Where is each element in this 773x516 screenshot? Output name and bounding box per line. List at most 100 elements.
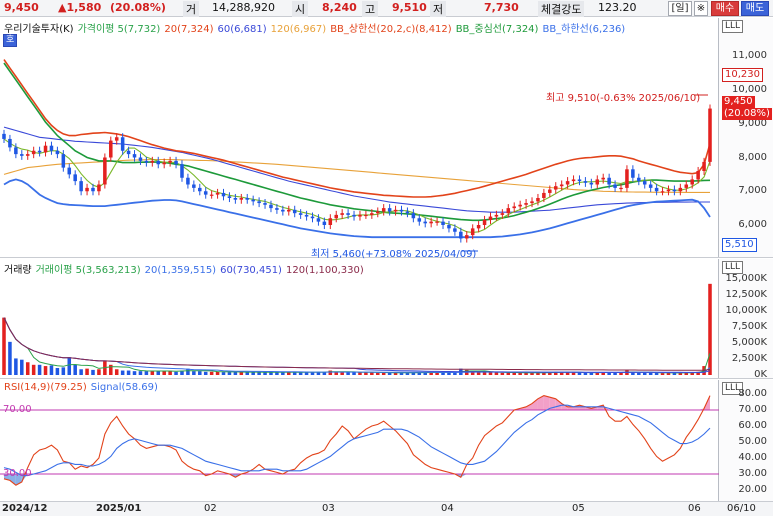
volume-bar — [328, 370, 333, 375]
axis-menu-icon[interactable]: LLL — [722, 20, 744, 33]
volume-legend-item[interactable]: 거래이평 5(3,563,213) — [35, 265, 141, 276]
volume-bar — [637, 372, 641, 375]
volume-bar — [684, 372, 689, 375]
candle-body — [91, 187, 95, 192]
rsi-chart-panel: RSI(14,9)(79.25) Signal(58.69) 70.00 30.0… — [0, 380, 773, 502]
volume-bar — [364, 372, 368, 375]
volume-bar — [209, 371, 214, 375]
candle-body — [375, 211, 380, 214]
volume-bar — [138, 371, 143, 375]
period-day-button[interactable]: [일] — [668, 1, 692, 16]
volume-bar — [536, 372, 540, 375]
rsi-chart-svg — [0, 395, 719, 486]
volume-legend-item[interactable]: 20(1,359,515) — [144, 265, 217, 276]
candle-body — [459, 231, 463, 239]
rsi-legend-item[interactable]: Signal(58.69) — [90, 382, 158, 393]
price-legend-item[interactable]: BB_중심선(7,324) — [455, 24, 539, 35]
rsi-overbought-fill — [555, 398, 562, 410]
candle-body — [221, 192, 226, 197]
volume-legend-item[interactable]: 거래량 — [4, 265, 32, 276]
volume-bar — [126, 370, 131, 375]
volume-bar — [375, 372, 380, 375]
volume-bar — [233, 371, 238, 375]
volume-bar — [577, 372, 582, 375]
volume-tick-label: 12,500K — [725, 289, 767, 301]
volume-bar — [346, 372, 350, 375]
price-legend-item[interactable]: BB_상한선(20,2,c)(8,412) — [330, 24, 452, 35]
candle-body — [494, 214, 499, 217]
volume-legend-item[interactable]: 120(1,100,330) — [285, 265, 364, 276]
candle-body — [500, 213, 505, 215]
volume-legend-item[interactable]: 60(730,451) — [220, 265, 282, 276]
volume-bar — [31, 364, 36, 375]
high-label: 고 — [362, 1, 379, 17]
candle-body — [453, 228, 457, 232]
volume-bar — [654, 372, 659, 375]
price-legend-item[interactable]: 120(6,967) — [270, 24, 327, 35]
volume-bar — [393, 372, 398, 375]
settings-icon[interactable]: ※ — [694, 1, 708, 16]
price-plot-area[interactable]: 우리기술투자(K) 가격이평 5(7,732) 20(7,324) 60(6,681)… — [0, 18, 719, 260]
rsi-plot-area[interactable]: RSI(14,9)(79.25) Signal(58.69) 70.00 30.0… — [0, 380, 719, 501]
candle-body — [162, 162, 166, 165]
volume-bar — [203, 371, 208, 375]
volume-bar — [221, 372, 226, 375]
volume-bar — [476, 372, 481, 375]
time-axis-label: 06 — [688, 503, 701, 514]
candle-body — [530, 201, 534, 204]
volume-bar — [334, 371, 339, 375]
candle-body — [542, 192, 546, 198]
price-legend-item[interactable]: 우리기술투자(K) — [4, 24, 74, 35]
volume-bar — [370, 372, 374, 375]
volume-bar — [14, 358, 18, 375]
volume-plot-area[interactable]: 거래량 거래이평 5(3,563,213) 20(1,359,515) 60(730,… — [0, 259, 719, 378]
candle-body — [304, 214, 309, 217]
price-legend-item[interactable]: 60(6,681) — [217, 24, 267, 35]
volume-bar — [25, 362, 30, 375]
volume-bar — [67, 357, 72, 375]
candle-body — [518, 204, 522, 207]
volume-bar — [660, 373, 665, 375]
strength-value: 123.20 — [598, 1, 637, 14]
volume-bar — [559, 372, 564, 375]
volume-bar — [43, 366, 48, 375]
candle-body — [287, 209, 291, 212]
candle-body — [120, 137, 125, 151]
quote-badge[interactable]: 호 — [3, 34, 18, 47]
rsi-tick-label: 50.00 — [738, 436, 767, 447]
price-legend-item[interactable]: 가격이평 5(7,732) — [77, 24, 161, 35]
volume-bar — [613, 372, 617, 375]
candle-body — [203, 191, 208, 195]
rsi-signal-line — [3, 404, 711, 477]
price-legend-item[interactable]: 20(7,324) — [164, 24, 214, 35]
time-axis-label: 05 — [572, 503, 585, 514]
volume-tick-label: 2,500K — [731, 353, 767, 365]
candle-body — [73, 174, 77, 182]
volume-bar — [269, 371, 273, 375]
volume-axis-menu-icon[interactable]: LLL — [722, 261, 744, 274]
candle-body — [126, 150, 131, 155]
candle-body — [364, 214, 368, 217]
ma5-line — [3, 138, 711, 233]
candle-body — [696, 171, 700, 180]
buy-button[interactable]: 매수 — [711, 1, 739, 16]
volume-ma120-line — [3, 317, 711, 371]
rsi-axis-menu-icon[interactable]: LLL — [722, 382, 744, 395]
sell-button[interactable]: 매도 — [741, 1, 769, 16]
volume-bar — [666, 372, 671, 375]
volume-ma60-line — [3, 317, 711, 373]
price-legend-item[interactable]: BB_하한선(6,236) — [542, 24, 626, 35]
candle-body — [536, 198, 540, 202]
volume-legend: 거래량 거래이평 5(3,563,213) 20(1,359,515) 60(730,… — [4, 261, 368, 276]
volume-bar — [411, 372, 416, 375]
volume-bar — [601, 372, 605, 375]
rsi-tick-label: 20.00 — [738, 484, 767, 495]
candle-body — [482, 219, 487, 225]
candle-body — [49, 145, 54, 151]
rsi-tick-label: 30.00 — [738, 468, 767, 479]
volume-bar — [595, 372, 600, 375]
rsi-legend-item[interactable]: RSI(14,9)(79.25) — [4, 382, 87, 393]
oversold-label: 30.00 — [3, 468, 32, 479]
candle-body — [642, 181, 647, 185]
time-axis-label: 02 — [204, 503, 217, 514]
